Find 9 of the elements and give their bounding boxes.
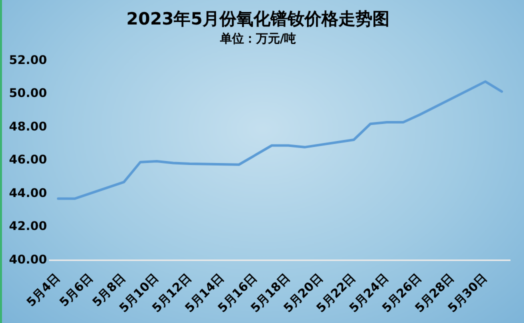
y-tick-label: 40.00 [8, 252, 47, 266]
y-tick-label: 48.00 [8, 119, 47, 134]
y-tick-label: 42.00 [8, 219, 47, 234]
y-tick-label: 46.00 [8, 152, 47, 167]
y-tick-label: 44.00 [8, 186, 47, 200]
y-tick-label: 52.00 [8, 52, 47, 67]
chart-title: 2023年5月份氧化镨钕价格走势图 [126, 10, 390, 30]
chart-subtitle: 单位：万元/吨 [218, 32, 296, 46]
y-tick-label: 50.00 [8, 86, 47, 100]
